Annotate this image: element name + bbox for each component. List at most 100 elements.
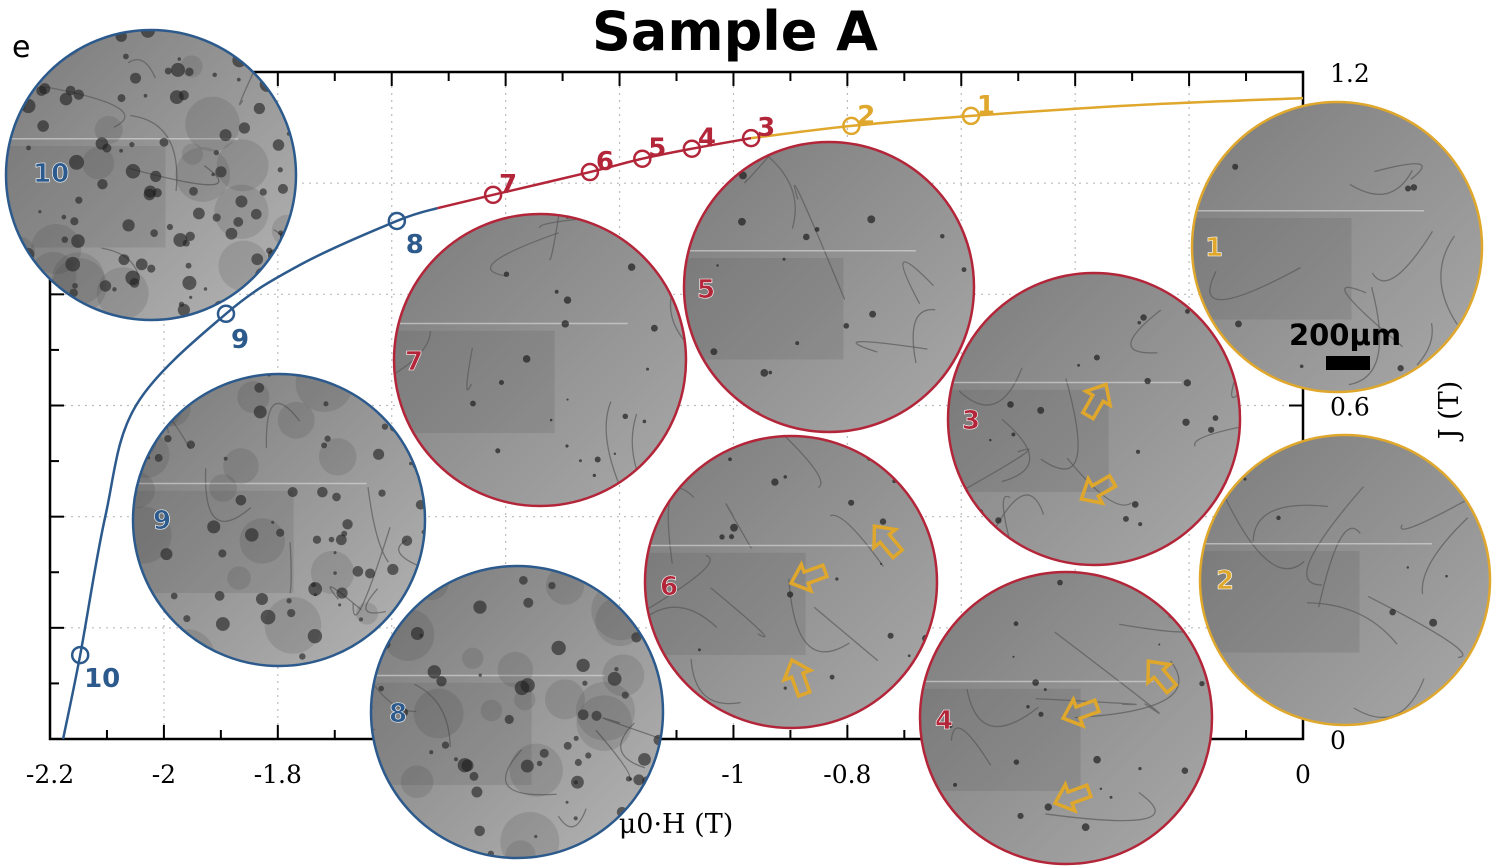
inset-background — [133, 374, 425, 666]
domain-spot — [37, 120, 49, 132]
inset-border-1 — [1190, 100, 1484, 394]
dark-grain — [371, 682, 532, 785]
domain-spot — [1109, 795, 1113, 799]
y-tick-label: 0.6 — [1330, 393, 1370, 422]
grain-boundary — [130, 114, 178, 192]
domain-spot — [253, 102, 265, 115]
marker-label: 5 — [648, 134, 666, 164]
domain-spot — [1093, 755, 1101, 764]
domain-spot — [698, 648, 701, 652]
domain-spot — [183, 615, 191, 623]
domain-spot — [365, 568, 376, 579]
grain-boundary — [414, 683, 451, 747]
domain-spot — [704, 407, 712, 415]
domain-spot — [1140, 314, 1147, 321]
grain-boundary — [273, 229, 296, 312]
domain-spot — [561, 320, 569, 328]
domain-spot — [381, 423, 389, 430]
grain-boundary — [289, 542, 292, 594]
domain-patch — [214, 184, 269, 239]
domain-spot — [307, 628, 323, 644]
curve-red-segment — [437, 136, 752, 210]
grain-boundary — [1209, 266, 1301, 301]
domain-spot — [474, 825, 485, 837]
domain-spot — [215, 166, 227, 178]
domain-spot — [270, 30, 276, 33]
grain-boundary — [744, 142, 833, 184]
domain-patch — [133, 431, 170, 479]
domain-spot — [953, 782, 958, 787]
domain-spot — [1144, 377, 1151, 385]
domain-spot — [869, 310, 877, 318]
domain-spot — [503, 271, 510, 277]
domain-spot — [1429, 618, 1438, 627]
domain-spot — [579, 459, 582, 463]
grain-boundary — [1219, 485, 1305, 570]
domain-patch — [96, 267, 149, 320]
grain-boundary — [127, 59, 156, 79]
domain-spot — [185, 67, 194, 77]
grain-boundary — [6, 280, 53, 305]
domain-spot — [59, 92, 73, 106]
grain-boundary — [557, 808, 587, 828]
grain-boundary — [1421, 517, 1469, 595]
domain-spot — [1455, 151, 1458, 154]
marker-label: 2 — [857, 101, 875, 131]
grain-boundary — [813, 606, 879, 662]
domain-spot — [29, 289, 43, 302]
marker-10 — [70, 645, 90, 665]
domain-spot — [1193, 543, 1199, 549]
domain-patch — [400, 765, 434, 799]
domain-spot — [287, 486, 298, 498]
marker-6 — [580, 162, 600, 182]
grain-boundary — [1353, 678, 1425, 718]
domain-spot — [594, 456, 601, 463]
arrow-icon — [1052, 780, 1094, 814]
domain-spot — [1013, 759, 1020, 765]
grain-boundary — [710, 587, 766, 638]
domain-spot — [577, 709, 589, 721]
domain-patch — [237, 381, 270, 414]
domain-spot — [523, 597, 534, 608]
inset-border-4 — [918, 570, 1214, 866]
grain-boundary — [951, 572, 977, 584]
domain-spot — [154, 454, 163, 462]
marker-label: 3 — [757, 113, 775, 143]
inset-border-7 — [392, 212, 688, 508]
domain-spot — [1038, 711, 1044, 717]
domain-spot — [223, 456, 228, 461]
domain-spot — [133, 634, 145, 647]
domain-patch — [575, 681, 635, 741]
domain-spot — [539, 748, 549, 758]
domain-spot — [255, 304, 262, 311]
domain-spot — [427, 665, 442, 679]
domain-spot — [621, 691, 629, 699]
domain-spot — [551, 640, 566, 656]
domain-spot — [1131, 501, 1139, 508]
grain-boundary — [725, 503, 752, 549]
domain-spot — [218, 549, 227, 558]
domain-spot — [470, 400, 476, 407]
inset-image-2 — [1200, 435, 1490, 725]
domain-spot — [989, 438, 992, 442]
domain-patch — [181, 143, 204, 165]
domain-spot — [117, 94, 126, 103]
marker-8 — [387, 211, 407, 231]
marker-9 — [216, 304, 236, 324]
domain-spot — [457, 758, 473, 773]
inset-image-7 — [394, 214, 686, 506]
grain-boundary — [1252, 504, 1329, 542]
domain-spot — [1208, 426, 1215, 433]
dark-grain — [133, 490, 294, 593]
grain-boundary — [1374, 163, 1423, 180]
domain-spot — [495, 448, 501, 454]
inset-image-6 — [645, 436, 937, 728]
domain-patch — [295, 374, 354, 412]
domain-spot — [186, 440, 196, 449]
domain-spot — [236, 77, 241, 82]
domain-spot — [259, 188, 267, 196]
grain-boundary — [1066, 457, 1132, 506]
domain-spot — [271, 520, 275, 524]
domain-spot — [177, 303, 191, 317]
domain-spot — [71, 234, 85, 248]
